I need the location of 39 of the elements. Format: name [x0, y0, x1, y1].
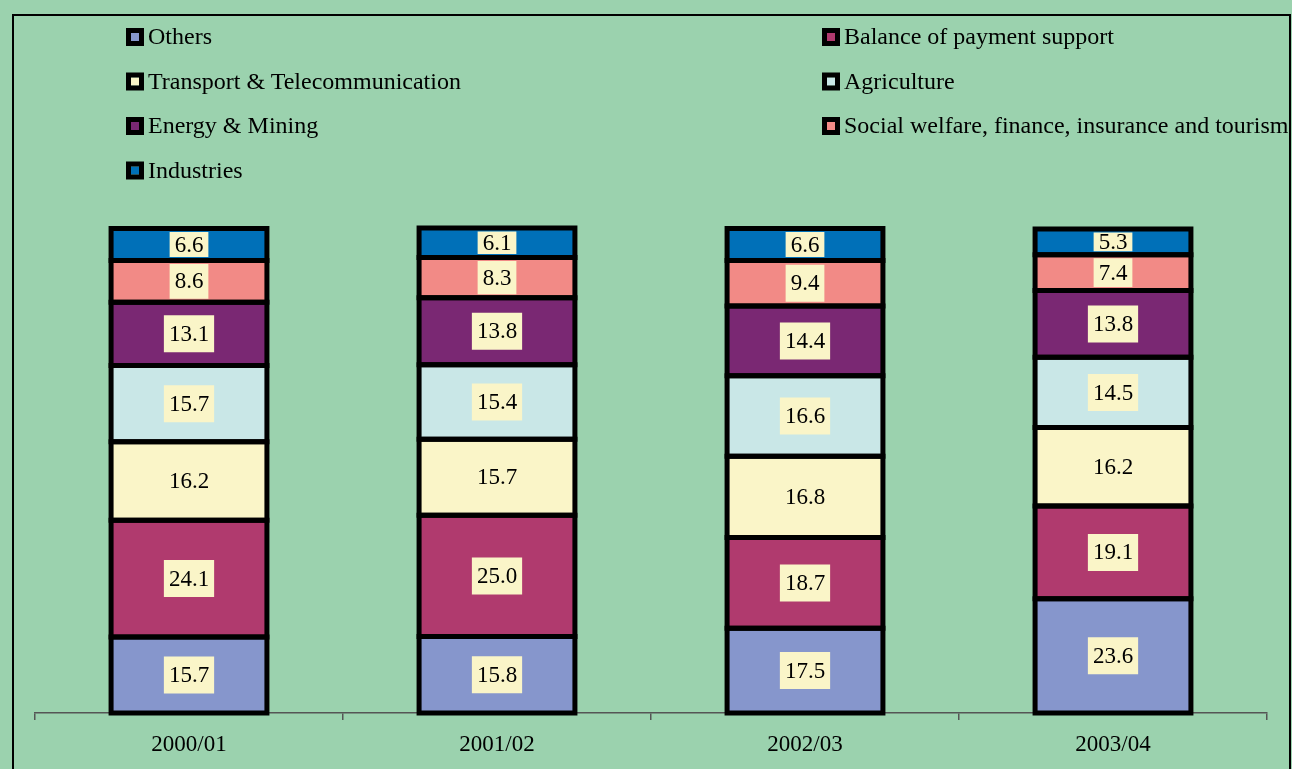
data-label: 8.3 [482, 264, 512, 290]
data-label: 16.2 [1092, 453, 1134, 479]
data-label: 25.0 [476, 562, 518, 588]
data-label: 16.6 [784, 403, 826, 429]
data-label: 16.2 [168, 467, 210, 493]
legend-label: Balance of payment support [844, 23, 1115, 50]
data-label: 13.8 [1092, 310, 1134, 336]
data-label: 7.4 [1098, 259, 1128, 285]
data-label: 23.6 [1092, 642, 1134, 668]
data-label: 6.1 [482, 229, 512, 255]
data-label: 17.5 [784, 657, 826, 683]
data-label: 6.6 [174, 231, 204, 257]
data-label: 14.4 [784, 327, 826, 353]
legend-label: Industries [148, 156, 243, 183]
legend-label: Social welfare, finance, insurance and tourism [844, 112, 1289, 139]
legend-label: Agriculture [844, 67, 955, 94]
legend-label: Transport & Telecommunication [148, 67, 461, 94]
data-label: 13.8 [476, 318, 518, 344]
data-label: 6.6 [790, 231, 820, 257]
data-label: 15.7 [476, 464, 518, 490]
legend-label: Others [148, 23, 212, 50]
x-tick-label: 2003/04 [1075, 730, 1152, 756]
data-label: 19.1 [1092, 539, 1134, 565]
data-label: 16.8 [784, 483, 826, 509]
legend-label: Energy & Mining [148, 112, 319, 139]
x-tick-label: 2002/03 [767, 730, 843, 756]
data-label: 5.3 [1098, 228, 1128, 254]
data-label: 15.8 [476, 661, 518, 687]
x-tick-label: 2000/01 [151, 730, 227, 756]
data-label: 15.7 [168, 390, 210, 416]
data-label: 13.1 [168, 320, 210, 346]
data-label: 9.4 [790, 270, 820, 296]
x-tick-label: 2001/02 [459, 730, 535, 756]
data-label: 18.7 [784, 569, 826, 595]
data-label: 15.4 [476, 388, 518, 414]
data-label: 14.5 [1092, 379, 1134, 405]
data-label: 15.7 [168, 662, 210, 688]
data-label: 8.6 [174, 268, 204, 294]
data-label: 24.1 [168, 565, 210, 591]
